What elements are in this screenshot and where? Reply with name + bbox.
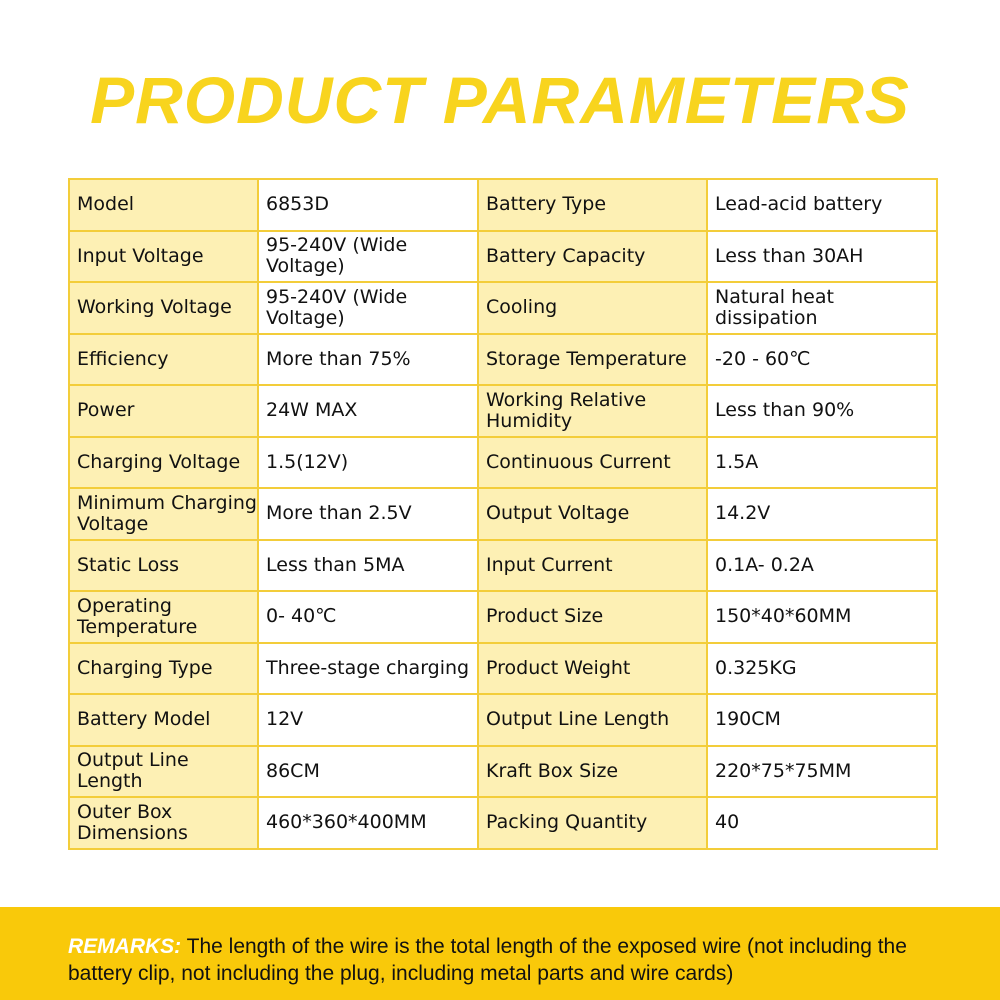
param-label: Static Loss <box>68 538 259 592</box>
table-row: Battery Model 12V Output Line Length 190CM <box>68 693 938 747</box>
param-label: Battery Type <box>477 178 708 232</box>
param-label: Working Voltage <box>68 281 259 335</box>
param-value: 0.1A- 0.2A <box>706 538 938 592</box>
param-label: Packing Quantity <box>477 796 708 850</box>
param-label: Charging Voltage <box>68 435 259 489</box>
param-value: 1.5(12V) <box>257 435 479 489</box>
param-value: -20 - 60℃ <box>706 332 938 386</box>
param-value: Three-stage charging <box>257 641 479 695</box>
table-row: Output Line Length 86CM Kraft Box Size 220*… <box>68 744 938 798</box>
param-label: Output Voltage <box>477 487 708 541</box>
remarks-banner: REMARKS: The length of the wire is the t… <box>0 907 1000 1000</box>
param-value: More than 2.5V <box>257 487 479 541</box>
table-row: Input Voltage 95-240V (Wide Voltage) Batte… <box>68 229 938 283</box>
param-label: Working Relative Humidity <box>477 384 708 438</box>
param-value: More than 75% <box>257 332 479 386</box>
remarks-text-block: REMARKS: The length of the wire is the t… <box>68 933 968 987</box>
param-value: Less than 90% <box>706 384 938 438</box>
table-row: Static Loss Less than 5MA Input Current 0.1… <box>68 538 938 592</box>
table-row: Efficiency More than 75% Storage Temperatu… <box>68 332 938 386</box>
param-label: Storage Temperature <box>477 332 708 386</box>
table-row: Charging Type Three-stage charging Product… <box>68 641 938 695</box>
param-label: Kraft Box Size <box>477 744 708 798</box>
param-label: Charging Type <box>68 641 259 695</box>
table-row: Outer Box Dimensions 460*360*400MM Packing… <box>68 796 938 850</box>
param-value: 150*40*60MM <box>706 590 938 644</box>
param-value: 460*360*400MM <box>257 796 479 850</box>
table-row: Charging Voltage 1.5(12V) Continuous Curre… <box>68 435 938 489</box>
param-label: Product Size <box>477 590 708 644</box>
param-value: 40 <box>706 796 938 850</box>
param-value: 95-240V (Wide Voltage) <box>257 281 479 335</box>
parameters-table: Model 6853D Battery Type Lead-acid battery I… <box>68 178 938 850</box>
param-label: Efficiency <box>68 332 259 386</box>
param-label: Outer Box Dimensions <box>68 796 259 850</box>
param-value: 24W MAX <box>257 384 479 438</box>
param-value: 95-240V (Wide Voltage) <box>257 229 479 283</box>
param-label: Output Line Length <box>477 693 708 747</box>
page-title: PRODUCT PARAMETERS <box>90 63 910 137</box>
param-value: Less than 30AH <box>706 229 938 283</box>
remarks-label: REMARKS: <box>68 935 182 958</box>
param-label: Battery Capacity <box>477 229 708 283</box>
param-value: Natural heat dissipation <box>706 281 938 335</box>
param-label: Product Weight <box>477 641 708 695</box>
table-row: Working Voltage 95-240V (Wide Voltage) Coo… <box>68 281 938 335</box>
table-row: Model 6853D Battery Type Lead-acid battery <box>68 178 938 232</box>
param-label: Input Voltage <box>68 229 259 283</box>
param-value: 220*75*75MM <box>706 744 938 798</box>
param-value: Lead-acid battery <box>706 178 938 232</box>
param-label: Battery Model <box>68 693 259 747</box>
table-row: Operating Temperature 0- 40℃ Product Size 1… <box>68 590 938 644</box>
param-value: 1.5A <box>706 435 938 489</box>
param-value: 0.325KG <box>706 641 938 695</box>
remarks-text: The length of the wire is the total leng… <box>68 935 907 985</box>
param-value: 190CM <box>706 693 938 747</box>
param-label: Minimum Charging Voltage <box>68 487 259 541</box>
param-value: 14.2V <box>706 487 938 541</box>
param-value: 0- 40℃ <box>257 590 479 644</box>
param-label: Output Line Length <box>68 744 259 798</box>
param-label: Input Current <box>477 538 708 592</box>
param-value: 12V <box>257 693 479 747</box>
param-label: Model <box>68 178 259 232</box>
param-label: Power <box>68 384 259 438</box>
param-value: Less than 5MA <box>257 538 479 592</box>
param-label: Cooling <box>477 281 708 335</box>
param-label: Operating Temperature <box>68 590 259 644</box>
table-row: Minimum Charging Voltage More than 2.5V Ou… <box>68 487 938 541</box>
param-value: 86CM <box>257 744 479 798</box>
param-value: 6853D <box>257 178 479 232</box>
table-row: Power 24W MAX Working Relative Humidity Les… <box>68 384 938 438</box>
param-label: Continuous Current <box>477 435 708 489</box>
